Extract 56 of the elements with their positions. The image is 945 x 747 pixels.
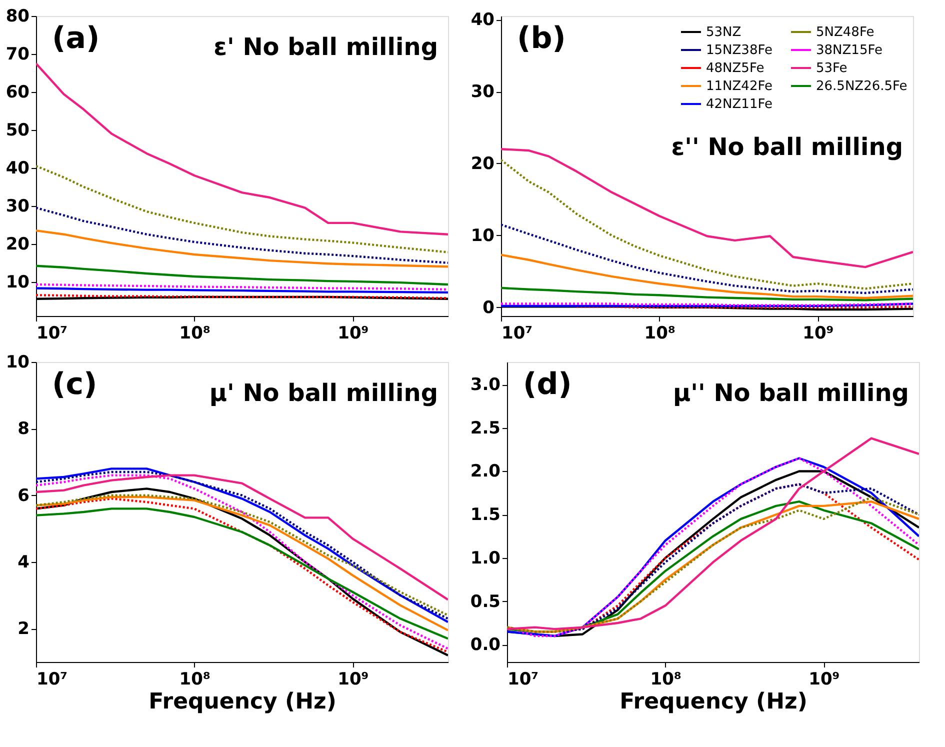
legend-label: 48NZ5Fe	[706, 61, 764, 76]
y-tick-label: 1.5	[470, 505, 500, 526]
x-tick-label: 10⁹	[338, 670, 369, 690]
x-tick-label: 10⁸	[179, 670, 210, 690]
y-tick-label: 2.0	[470, 462, 501, 482]
y-tick-label: 40	[6, 158, 30, 178]
x-tick-label: 10⁹	[338, 324, 369, 344]
y-tick-label: 50	[6, 120, 30, 140]
x-tick-label: 10⁷	[36, 670, 68, 690]
y-tick-label: 2.5	[470, 418, 500, 438]
x-tick-label: 10⁸	[650, 670, 682, 690]
annotation: μ'' No ball milling	[672, 379, 909, 407]
x-tick-label: 10⁹	[802, 324, 834, 344]
legend-label: 53Fe	[816, 61, 848, 76]
annotation: (b)	[517, 21, 566, 56]
y-tick-label: 6	[18, 486, 30, 506]
x-tick-label: 10⁹	[808, 670, 840, 690]
y-tick-label: 0	[482, 298, 495, 318]
legend-label: 15NZ38Fe	[706, 43, 772, 58]
y-tick-label: 40	[470, 10, 495, 30]
legend-label: 11NZ42Fe	[706, 79, 772, 94]
y-tick-label: 0.5	[470, 592, 500, 612]
x-tick-label: 10⁷	[36, 324, 68, 344]
legend-label: 5NZ48Fe	[816, 25, 874, 40]
y-tick-label: 20	[470, 154, 495, 174]
x-axis-title: Frequency (Hz)	[148, 690, 336, 714]
y-tick-label: 1.0	[470, 548, 501, 568]
y-tick-label: 30	[6, 196, 30, 216]
y-tick-label: 70	[6, 44, 30, 64]
y-tick-label: 0.0	[470, 635, 501, 656]
x-tick-label: 10⁷	[508, 670, 539, 690]
y-tick-label: 20	[6, 234, 30, 254]
x-tick-label: 10⁷	[502, 324, 533, 344]
y-tick-label: 2	[18, 619, 30, 640]
legend-label: 26.5NZ26.5Fe	[816, 79, 908, 94]
y-tick-label: 80	[6, 6, 30, 26]
x-tick-label: 10⁸	[179, 324, 210, 344]
legend-label: 38NZ15Fe	[816, 43, 882, 58]
x-tick-label: 10⁸	[644, 324, 676, 344]
annotation: ε'' No ball milling	[671, 133, 903, 161]
y-tick-label: 3.0	[470, 375, 501, 396]
annotation: (d)	[523, 367, 572, 402]
annotation: ε' No ball milling	[214, 33, 438, 61]
annotation: μ' No ball milling	[209, 379, 438, 407]
y-tick-label: 60	[6, 82, 30, 102]
y-tick-label: 10	[6, 352, 30, 372]
y-tick-label: 30	[470, 82, 495, 102]
y-tick-label: 8	[18, 419, 30, 440]
legend-label: 42NZ11Fe	[706, 97, 772, 112]
annotation: (a)	[52, 21, 100, 56]
y-tick-label: 4	[18, 552, 30, 572]
y-tick-label: 10	[470, 226, 495, 246]
x-axis-title: Frequency (Hz)	[620, 690, 808, 714]
annotation: (c)	[52, 367, 98, 402]
y-tick-label: 10	[6, 272, 30, 292]
legend-label: 53NZ	[706, 25, 742, 40]
